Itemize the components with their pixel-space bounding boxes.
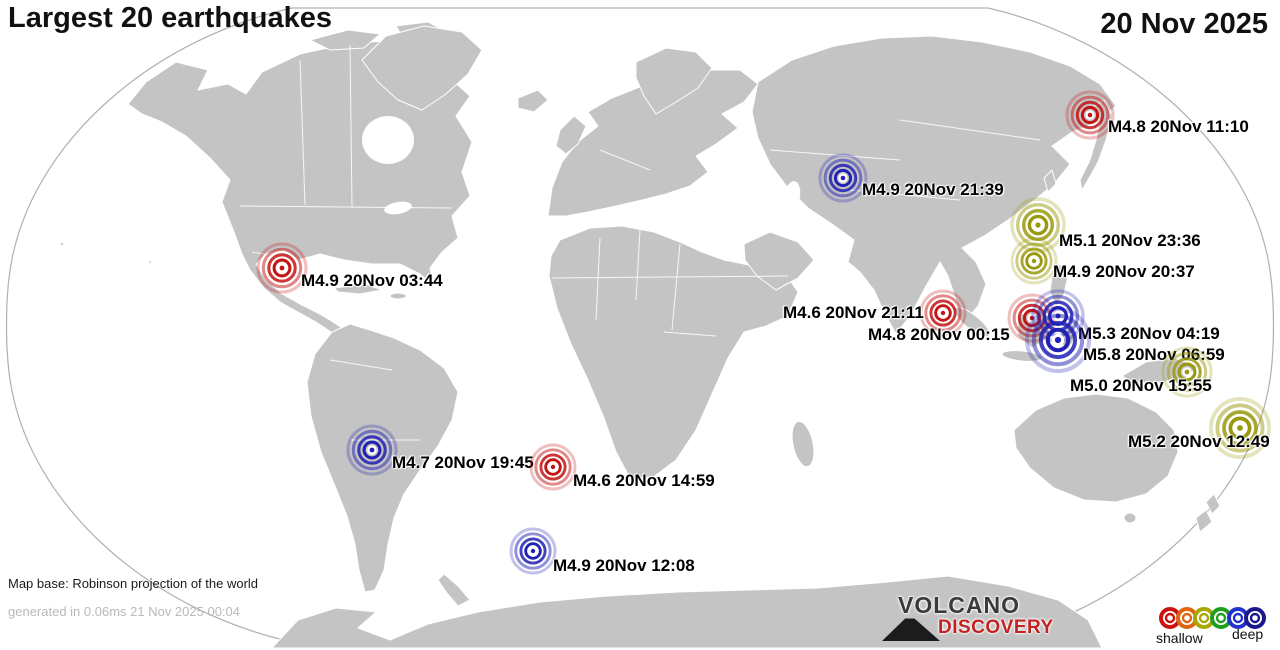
page-title: Largest 20 earthquakes — [8, 2, 332, 34]
quake-label: M4.7 20Nov 19:45 — [392, 453, 534, 472]
continent-africa — [548, 225, 799, 479]
quake-label: M4.8 20Nov 11:10 — [1108, 117, 1249, 136]
generated-timestamp: generated in 0.06ms 21 Nov 2025 00:04 — [8, 604, 241, 619]
quake-label: M4.6 20Nov 21:11 — [783, 303, 924, 322]
country-borders — [239, 44, 1041, 441]
logo-text-discovery: DISCOVERY — [938, 617, 1054, 638]
quake-label: M4.9 20Nov 20:37 — [1053, 262, 1195, 281]
continent-asia — [751, 35, 1117, 335]
quake-marker[interactable] — [918, 288, 968, 343]
quake-label: M4.9 20Nov 21:39 — [862, 180, 1004, 199]
quake-label: M5.2 20Nov 12:49 — [1128, 432, 1270, 451]
quake-marker[interactable] — [508, 526, 558, 581]
map-date: 20 Nov 2025 — [1100, 8, 1268, 40]
depth-legend: shallow deep — [1156, 604, 1274, 648]
island-new-guinea — [1121, 357, 1199, 385]
continent-australia — [1013, 393, 1179, 503]
depth-color-scale — [1158, 606, 1266, 630]
antarctic-peninsula — [437, 573, 471, 607]
island-iceland — [517, 89, 549, 113]
quake-label: M4.9 20Nov 12:08 — [553, 556, 695, 575]
island-tasmania — [1123, 512, 1137, 524]
quake-label: M4.8 20Nov 00:15 — [868, 325, 1010, 344]
pacific-islet — [59, 241, 65, 247]
island-madagascar — [791, 420, 815, 468]
legend-deep-label: deep — [1232, 626, 1264, 642]
volcanodiscovery-logo[interactable]: VOLCANO DISCOVERY — [878, 592, 1053, 646]
island-new-zealand — [1195, 509, 1213, 533]
pacific-islet — [148, 260, 152, 264]
quake-marker[interactable] — [817, 152, 869, 209]
continents — [59, 21, 1221, 649]
island-new-zealand — [1205, 493, 1221, 515]
quake-marker[interactable] — [1208, 396, 1272, 465]
logo-text-volcano: VOLCANO — [898, 592, 1020, 618]
continent-europe — [547, 69, 759, 217]
quake-marker[interactable] — [1009, 236, 1059, 291]
scandinavia — [635, 47, 713, 115]
island-cuba — [333, 283, 383, 295]
arctic-islands — [309, 29, 381, 51]
quake-marker[interactable] — [1024, 306, 1092, 379]
quake-label: M4.6 20Nov 14:59 — [573, 471, 715, 490]
map-base-note: Map base: Robinson projection of the wor… — [8, 576, 259, 591]
quake-marker[interactable] — [345, 423, 399, 482]
quake-label: M5.1 20Nov 23:36 — [1059, 231, 1201, 250]
quake-marker[interactable] — [1064, 89, 1116, 146]
korea — [1043, 169, 1057, 193]
quake-marker[interactable] — [528, 442, 578, 497]
quake-label: M5.3 20Nov 04:19 — [1078, 324, 1220, 343]
quake-label: M5.0 20Nov 15:55 — [1070, 376, 1212, 395]
quake-label: M4.9 20Nov 03:44 — [301, 271, 443, 290]
quake-marker[interactable] — [255, 241, 309, 300]
arabian-peninsula — [743, 231, 815, 291]
depth-ring-icon — [1244, 607, 1266, 629]
inland-waters — [362, 116, 801, 215]
volcano-icon — [882, 618, 940, 641]
quake-marker[interactable] — [1160, 345, 1214, 404]
legend-shallow-label: shallow — [1156, 630, 1203, 646]
island-britain — [555, 115, 587, 155]
continent-greenland — [361, 25, 483, 111]
island-hispaniola — [389, 292, 407, 300]
depth-ring-icon — [1159, 607, 1181, 629]
